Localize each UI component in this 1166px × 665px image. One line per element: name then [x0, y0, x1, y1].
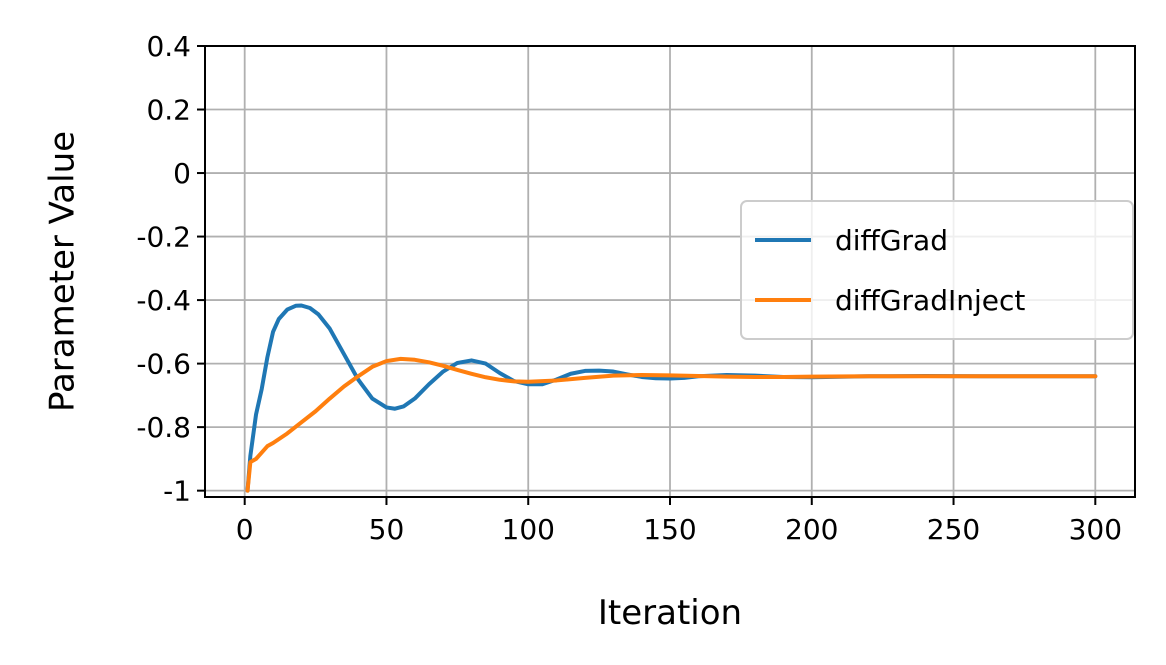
y-axis-title: Parameter Value	[43, 131, 83, 412]
x-tick-label: 300	[1069, 513, 1122, 546]
y-tick-label: -1	[163, 475, 191, 508]
x-tick-label: 200	[785, 513, 838, 546]
y-tick-label: 0.2	[146, 94, 191, 127]
y-tick-label: 0.4	[146, 30, 191, 63]
legend-label: diffGradInject	[835, 284, 1025, 317]
y-tick-label: -0.6	[136, 348, 191, 381]
series-lines	[245, 303, 1098, 493]
x-tick-label: 250	[927, 513, 980, 546]
legend-box	[740, 200, 1134, 340]
y-tick-label: -0.2	[136, 221, 191, 254]
y-tick-label: -0.8	[136, 411, 191, 444]
y-tick-label: -0.4	[136, 284, 191, 317]
y-tick-label: 0	[173, 157, 191, 190]
x-tick-label: 50	[369, 513, 405, 546]
x-axis-title: Iteration	[598, 593, 742, 633]
x-axis-ticks: 0 50 100 150 200 250 300	[236, 497, 1122, 546]
x-tick-label: 150	[643, 513, 696, 546]
y-axis-ticks: -1 -0.8 -0.6 -0.4 -0.2 0 0.2 0.4	[136, 30, 205, 508]
legend-label: diffGrad	[835, 224, 948, 257]
x-tick-label: 100	[502, 513, 555, 546]
legend: diffGrad diffGradInject	[740, 200, 1134, 340]
x-tick-label: 0	[236, 513, 254, 546]
series-line-diffGradInject	[245, 356, 1098, 493]
